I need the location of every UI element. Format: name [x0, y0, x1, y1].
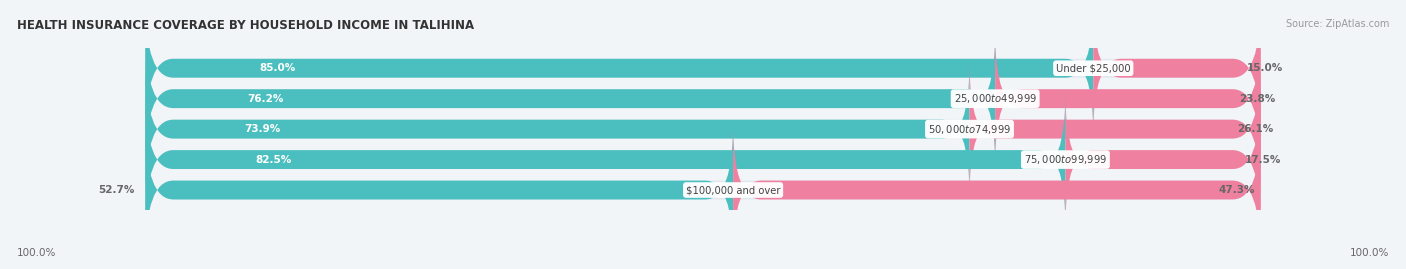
- Text: 17.5%: 17.5%: [1244, 155, 1281, 165]
- Text: 52.7%: 52.7%: [98, 185, 135, 195]
- Text: 82.5%: 82.5%: [256, 155, 292, 165]
- FancyBboxPatch shape: [995, 32, 1261, 165]
- FancyBboxPatch shape: [145, 32, 1261, 165]
- FancyBboxPatch shape: [145, 93, 1261, 226]
- Text: 47.3%: 47.3%: [1219, 185, 1256, 195]
- Text: 100.0%: 100.0%: [1350, 248, 1389, 258]
- Text: 85.0%: 85.0%: [259, 63, 295, 73]
- FancyBboxPatch shape: [733, 123, 1261, 257]
- FancyBboxPatch shape: [145, 62, 1261, 196]
- FancyBboxPatch shape: [1066, 93, 1261, 226]
- FancyBboxPatch shape: [145, 2, 1094, 135]
- Text: Under $25,000: Under $25,000: [1056, 63, 1130, 73]
- Text: 23.8%: 23.8%: [1239, 94, 1275, 104]
- FancyBboxPatch shape: [145, 123, 1261, 257]
- Text: $50,000 to $74,999: $50,000 to $74,999: [928, 123, 1011, 136]
- FancyBboxPatch shape: [970, 62, 1261, 196]
- Text: $75,000 to $99,999: $75,000 to $99,999: [1024, 153, 1107, 166]
- FancyBboxPatch shape: [1094, 2, 1261, 135]
- Text: 76.2%: 76.2%: [247, 94, 284, 104]
- Text: 73.9%: 73.9%: [245, 124, 281, 134]
- FancyBboxPatch shape: [145, 62, 970, 196]
- Text: $100,000 and over: $100,000 and over: [686, 185, 780, 195]
- Text: $25,000 to $49,999: $25,000 to $49,999: [953, 92, 1036, 105]
- Text: 15.0%: 15.0%: [1247, 63, 1284, 73]
- Text: 26.1%: 26.1%: [1237, 124, 1274, 134]
- FancyBboxPatch shape: [145, 123, 733, 257]
- Text: HEALTH INSURANCE COVERAGE BY HOUSEHOLD INCOME IN TALIHINA: HEALTH INSURANCE COVERAGE BY HOUSEHOLD I…: [17, 19, 474, 32]
- FancyBboxPatch shape: [145, 32, 995, 165]
- FancyBboxPatch shape: [145, 93, 1066, 226]
- Text: 100.0%: 100.0%: [17, 248, 56, 258]
- FancyBboxPatch shape: [145, 2, 1261, 135]
- Text: Source: ZipAtlas.com: Source: ZipAtlas.com: [1285, 19, 1389, 29]
